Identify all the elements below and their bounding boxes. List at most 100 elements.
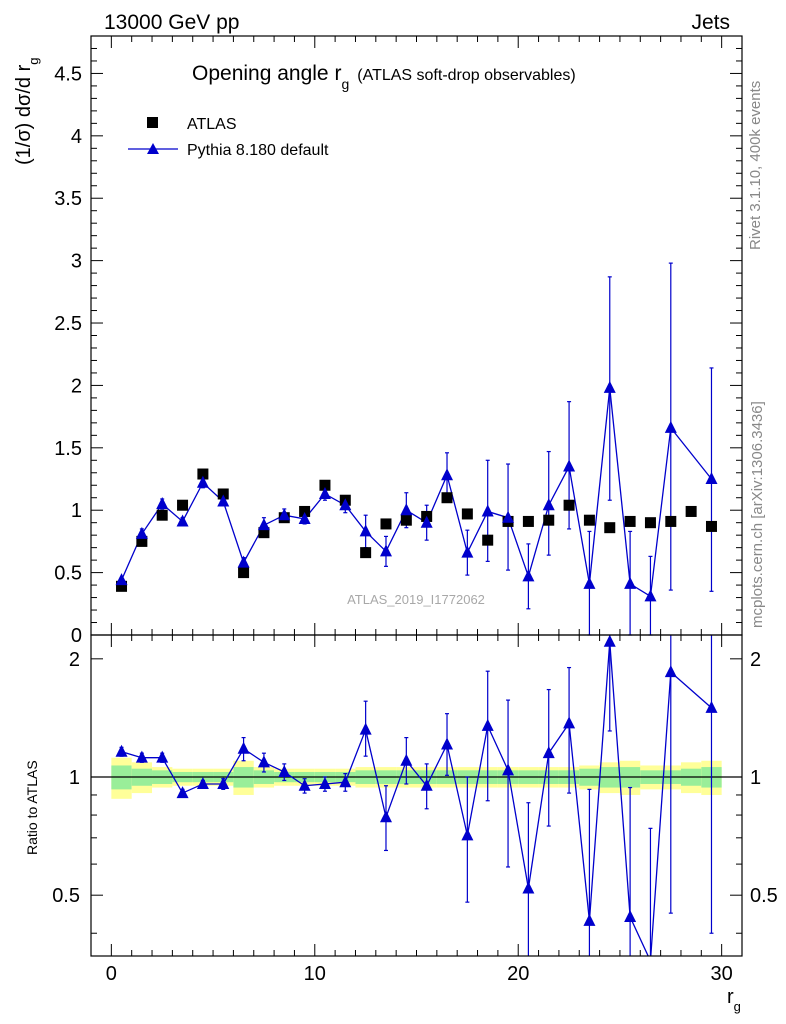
pythia-data-point — [298, 511, 311, 524]
pythia-data-point — [176, 514, 189, 527]
ratio-panel-axes: 0 10 20 30 0.5 0.5 1 1 2 2 — [52, 623, 778, 985]
ratio-data-point — [115, 744, 128, 757]
pythia-data-point — [542, 498, 555, 511]
y-axis-label: (1/σ) dσ/d rg — [13, 58, 41, 166]
atlas-data-point — [299, 505, 311, 517]
pythia-data-point — [624, 576, 637, 589]
pythia-data-point — [379, 544, 392, 557]
atlas-data-point — [543, 514, 555, 526]
ratio-data-point — [542, 746, 555, 759]
y-tick-label: 4 — [71, 126, 82, 148]
ratio-tick-label-right: 2 — [750, 649, 761, 671]
legend-atlas-label: ATLAS — [187, 116, 237, 133]
ratio-data-point — [522, 881, 535, 894]
legend: ATLAS Pythia 8.180 default — [128, 116, 329, 159]
y-tick-label: 2 — [71, 375, 82, 397]
atlas-data-point — [482, 534, 494, 546]
atlas-data-point — [441, 492, 453, 504]
ratio-tick-label-left: 0.5 — [52, 885, 80, 907]
legend-atlas-marker — [147, 117, 158, 128]
pythia-data-point — [115, 573, 128, 586]
pythia-data-point — [461, 545, 474, 558]
pythia-data-point — [563, 459, 576, 472]
x-axis-label-subscript: g — [734, 999, 741, 1014]
ratio-panel-data — [115, 634, 718, 956]
x-tick-label: 0 — [106, 963, 117, 985]
pythia-data-point — [441, 468, 454, 481]
legend-pythia-marker — [147, 143, 159, 154]
category-label: Jets — [691, 11, 730, 34]
pythia-data-point — [400, 503, 413, 516]
pythia-data-point — [318, 486, 331, 499]
atlas-data-point — [258, 527, 270, 539]
pythia-data-point — [522, 569, 535, 582]
atlas-data-point — [360, 547, 372, 559]
atlas-data-point — [116, 580, 128, 592]
chart-title-suffix: (ATLAS soft-drop observables) — [357, 67, 575, 84]
pythia-data-point — [502, 510, 515, 523]
pythia-data-point — [644, 589, 657, 602]
y-tick-label: 4.5 — [54, 63, 82, 85]
ratio-data-point — [563, 716, 576, 729]
pythia-data-point — [420, 515, 433, 528]
atlas-data-point — [624, 515, 636, 527]
atlas-data-point — [238, 567, 250, 579]
ratio-data-point — [461, 828, 474, 841]
ratio-data-point — [420, 778, 433, 791]
ratio-data-point — [217, 776, 230, 789]
chart-title-main: Opening angle r — [192, 62, 341, 85]
ratio-data-point — [135, 750, 148, 763]
y-axis-label-subscript: g — [26, 58, 41, 65]
y-tick-label: 0.5 — [54, 563, 82, 585]
pythia-data-point — [196, 475, 209, 488]
ratio-data-point — [257, 755, 270, 768]
legend-pythia-label: Pythia 8.180 default — [187, 142, 329, 159]
pythia-data-point — [603, 380, 616, 393]
mcplots-info-label: mcplots.cern.ch [arXiv:1306.3436] — [749, 401, 766, 628]
ratio-data-point — [705, 700, 718, 713]
ratio-uncertainty-bands — [91, 757, 742, 799]
atlas-data-point — [563, 499, 575, 511]
ratio-tick-label-left: 2 — [69, 649, 80, 671]
ratio-series-line — [121, 641, 712, 956]
main-panel-axes: 0 0.5 1 1.5 2 2.5 3 3.5 4 4.5 — [54, 35, 743, 647]
atlas-data-point — [583, 514, 595, 526]
atlas-data-point — [461, 508, 473, 520]
x-tick-label: 10 — [304, 963, 326, 985]
atlas-data-point — [604, 522, 616, 534]
chart-title-subscript: g — [341, 76, 349, 92]
pythia-data-point — [217, 494, 230, 507]
ratio-data-point — [359, 722, 372, 735]
ratio-data-point — [502, 763, 515, 776]
pythia-data-point — [664, 420, 677, 433]
analysis-watermark: ATLAS_2019_I1772062 — [347, 592, 485, 607]
atlas-data-point — [685, 505, 697, 517]
ratio-tick-label-right: 1 — [750, 767, 761, 789]
atlas-data-point — [705, 520, 717, 532]
ratio-data-point — [481, 718, 494, 731]
x-tick-label: 20 — [507, 963, 529, 985]
ratio-data-point — [278, 764, 291, 777]
pythia-data-point — [278, 508, 291, 521]
atlas-data-point — [177, 499, 189, 511]
pythia-series-line — [120, 387, 712, 598]
atlas-data-point — [156, 509, 168, 521]
pythia-data-point — [705, 472, 718, 485]
ratio-panel-frame — [90, 634, 743, 957]
ratio-data-point — [237, 741, 250, 754]
atlas-data-point — [380, 518, 392, 530]
y-tick-label: 3.5 — [54, 188, 82, 210]
atlas-data-point — [136, 535, 148, 547]
ratio-data-point — [400, 753, 413, 766]
y-tick-label: 3 — [71, 251, 82, 273]
pythia-data-point — [339, 498, 352, 511]
ratio-data-point — [664, 665, 677, 678]
ratio-data-point — [196, 776, 209, 789]
pythia-data-point — [135, 526, 148, 539]
y-tick-label: 2.5 — [54, 313, 82, 335]
y-tick-label: 1 — [71, 500, 82, 522]
atlas-data-point — [644, 517, 656, 529]
ratio-data-point — [441, 737, 454, 750]
energy-label: 13000 GeV pp — [104, 11, 239, 34]
